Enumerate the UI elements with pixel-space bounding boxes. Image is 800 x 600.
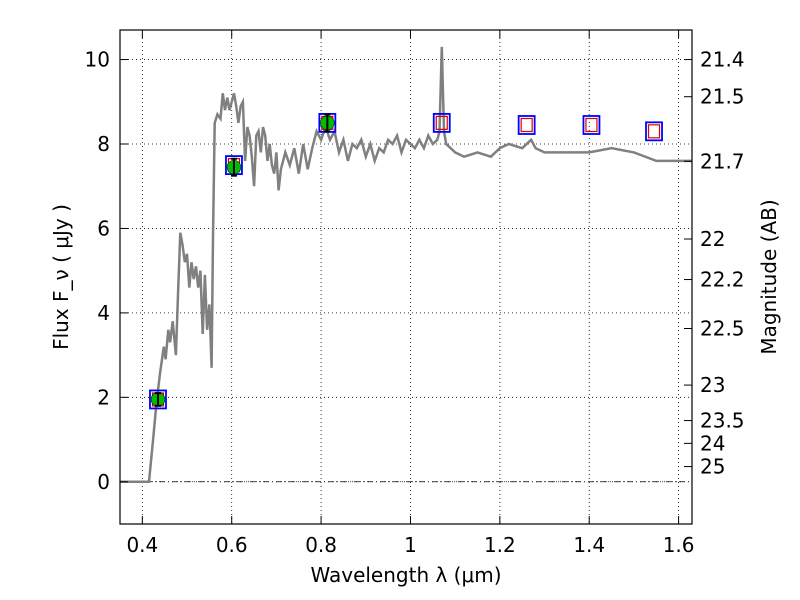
right-tick-label: 21.5 bbox=[700, 85, 745, 109]
right-tick-label: 21.7 bbox=[700, 149, 745, 173]
model-phot-marker bbox=[647, 124, 661, 139]
y-axis: 0 2 4 6 8 10 bbox=[85, 48, 128, 494]
model-phot-box bbox=[645, 121, 663, 142]
right-tick-label: 22.2 bbox=[700, 268, 745, 292]
right-axis-title: Magnitude (AB) bbox=[757, 199, 781, 354]
model-phot-box bbox=[582, 115, 601, 135]
model-phot-marker bbox=[435, 115, 448, 130]
model-phot-box bbox=[432, 112, 451, 133]
x-axis-title: Wavelength λ (μm) bbox=[310, 563, 501, 587]
model-phot-box bbox=[149, 389, 167, 410]
right-tick-label: 24 bbox=[700, 431, 725, 455]
right-tick-label: 22 bbox=[700, 227, 725, 251]
data-points bbox=[149, 112, 663, 410]
right-tick-label: 21.4 bbox=[700, 48, 745, 72]
x-tick-label: 1.6 bbox=[663, 533, 695, 557]
x-tick-label: 1.2 bbox=[484, 533, 516, 557]
right-tick-label: 25 bbox=[700, 455, 725, 479]
right-tick-label: 23 bbox=[700, 373, 725, 397]
x-tick-label: 0.4 bbox=[126, 533, 158, 557]
right-tick-label: 22.5 bbox=[700, 317, 745, 341]
x-tick-label: 1.4 bbox=[573, 533, 605, 557]
y-tick-label: 10 bbox=[85, 48, 110, 72]
model-spectrum-line bbox=[120, 46, 692, 484]
y-tick-label: 6 bbox=[97, 216, 110, 240]
x-axis: 0.4 0.6 0.8 1 1.2 1.4 1.6 bbox=[126, 30, 695, 557]
y-tick-label: 2 bbox=[97, 385, 110, 409]
x-tick-label: 1 bbox=[404, 533, 417, 557]
model-phot-marker bbox=[520, 117, 533, 133]
plot-frame bbox=[119, 29, 693, 525]
right-tick-label: 23.5 bbox=[700, 409, 745, 433]
y-tick-label: 4 bbox=[97, 301, 110, 325]
x-tick-label: 0.6 bbox=[216, 533, 248, 557]
y-tick-label: 8 bbox=[97, 132, 110, 156]
x-tick-label: 0.8 bbox=[305, 533, 337, 557]
y-axis-title: Flux F_ν ( μJy ) bbox=[49, 204, 73, 350]
model-phot-marker bbox=[585, 117, 598, 133]
y-tick-label: 0 bbox=[97, 470, 110, 494]
model-phot-box bbox=[517, 115, 536, 135]
grid bbox=[120, 30, 692, 524]
